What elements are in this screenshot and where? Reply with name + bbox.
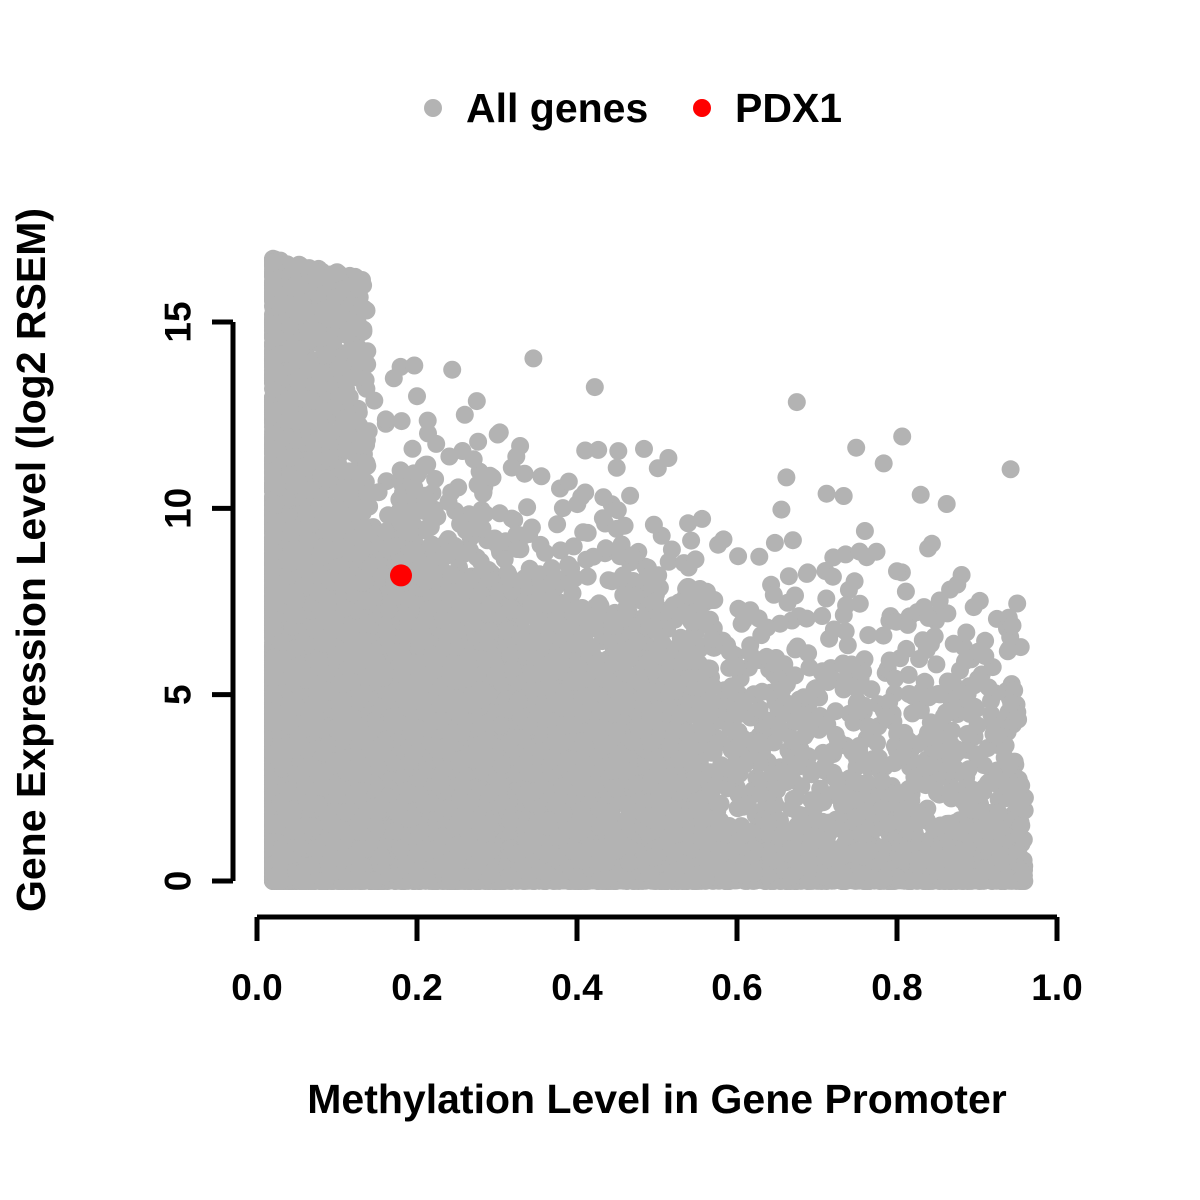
y-axis-ticks: [212, 319, 233, 884]
x-axis-title: Methylation Level in Gene Promoter: [307, 1076, 1006, 1122]
legend-marker-pdx1: [693, 99, 711, 117]
axis-layer: [212, 319, 1060, 941]
x-axis-ticks: [254, 917, 1060, 941]
y-tick-label: 10: [158, 488, 199, 529]
x-tick-label: 0.6: [711, 967, 762, 1008]
legend-label-all-genes: All genes: [466, 85, 648, 131]
y-tick-label: 5: [158, 684, 199, 705]
y-tick-label: 0: [158, 871, 199, 892]
y-axis-title: Gene Expression Level (log2 RSEM): [8, 208, 54, 912]
x-tick-label: 1.0: [1031, 967, 1082, 1008]
x-tick-label: 0.4: [551, 967, 603, 1008]
y-axis: [212, 319, 236, 884]
y-tick-label: 15: [158, 301, 199, 342]
legend: All genes PDX1: [424, 85, 842, 131]
x-axis: [254, 914, 1060, 941]
x-tick-label: 0.0: [231, 967, 282, 1008]
x-tick-label: 0.8: [871, 967, 922, 1008]
tick-labels: 0 5 10 15 0.0 0.2 0.4 0.6 0.8 1.0: [158, 301, 1083, 1008]
scatter-points-pdx1: [390, 564, 412, 587]
legend-marker-all-genes: [424, 99, 442, 117]
scatter-points-all-genes: [264, 249, 1034, 890]
x-tick-label: 0.2: [391, 967, 442, 1008]
legend-label-pdx1: PDX1: [735, 85, 842, 131]
